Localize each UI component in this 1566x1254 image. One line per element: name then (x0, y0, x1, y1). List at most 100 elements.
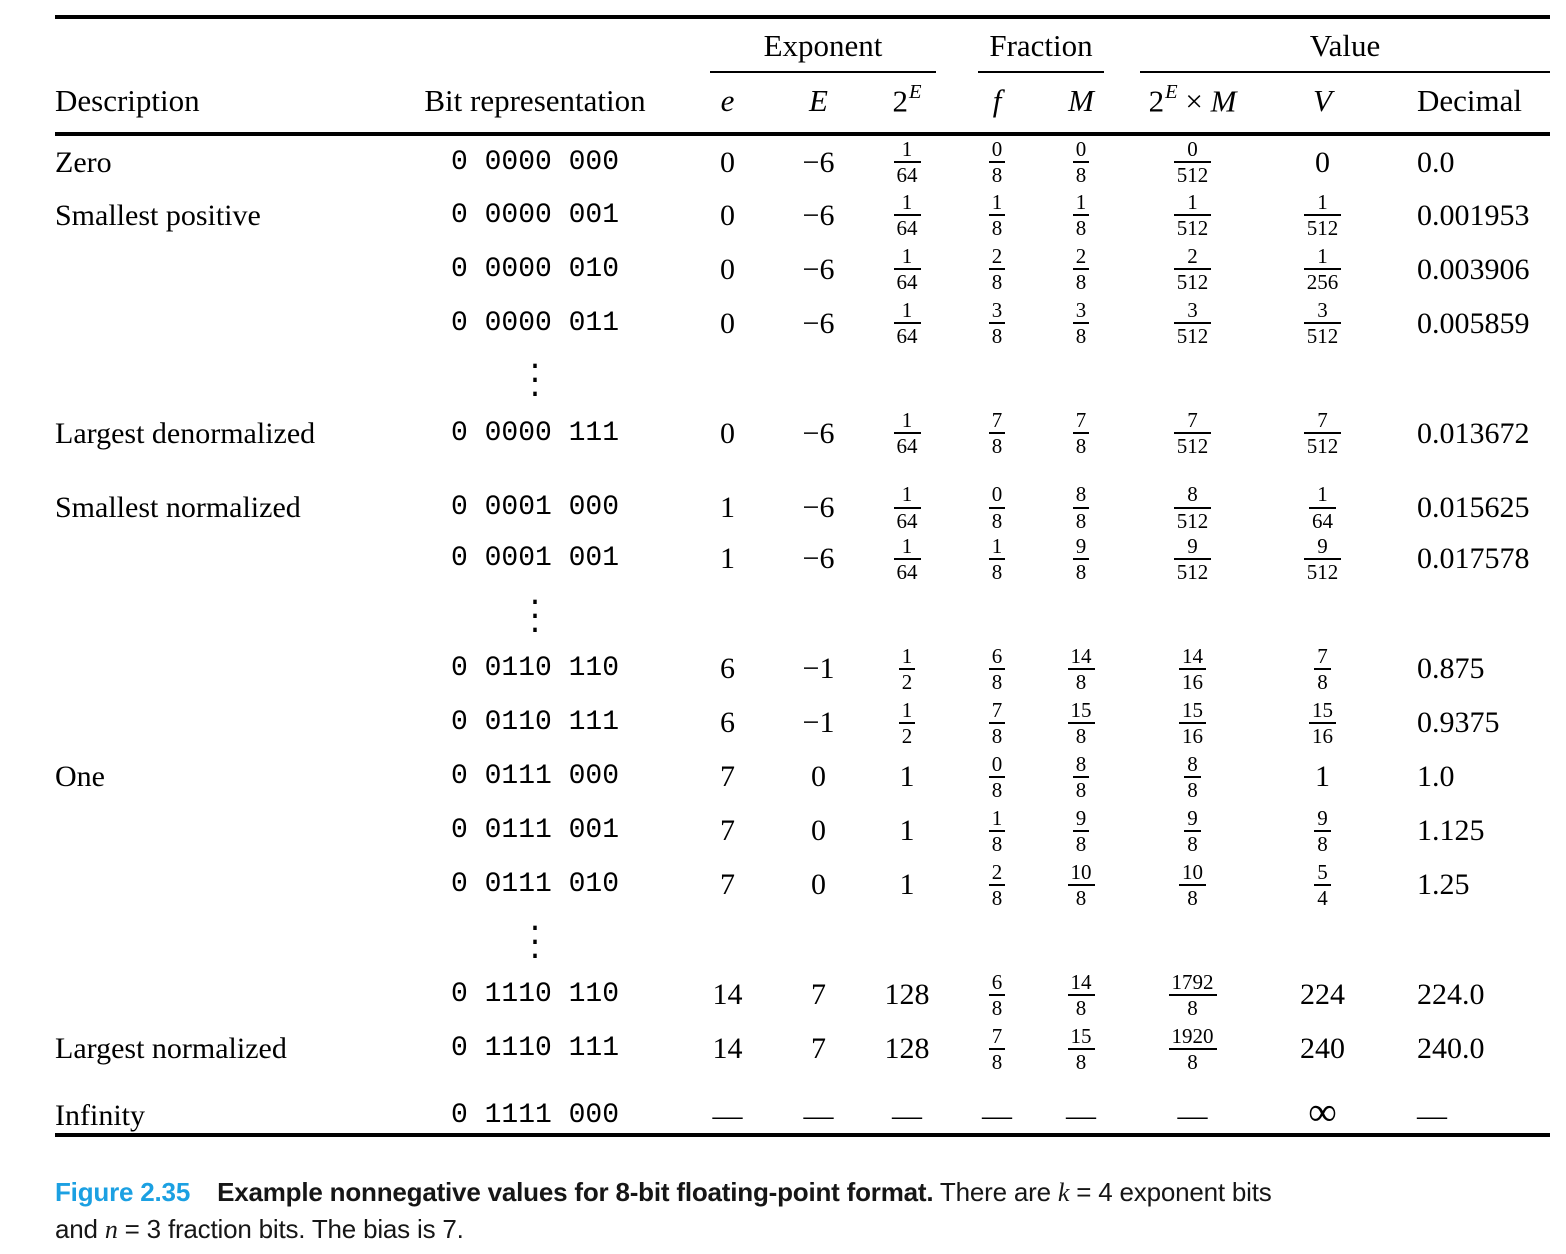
cell-e: 14 (712, 1032, 743, 1066)
table-row-largest-denormalized: Largest denormalized 0 0000 111 0 −6 1 64 7 8 7 8… (55, 406, 1550, 460)
cell-2E-times-M: 1 512 (1120, 188, 1265, 242)
ellipsis-dot: . (525, 593, 544, 628)
cell-2E-times-M: 8 512 (1120, 460, 1265, 532)
fraction-denominator: 4 (1314, 883, 1331, 909)
fraction-numerator: 15 (1070, 697, 1092, 722)
cell-decimal: 1.0 (1417, 760, 1455, 794)
fraction-numerator: 8 (1075, 482, 1087, 507)
math-var-f: f (992, 83, 1002, 119)
cell-e: 7 (720, 868, 735, 902)
fraction-numerator: 1 (901, 533, 913, 558)
caption-segment-normal: There are (933, 1177, 1058, 1207)
fraction-numerator: 0 (991, 482, 1003, 507)
fraction-denominator: 8 (1314, 667, 1331, 693)
fraction: 15 8 (1067, 697, 1095, 748)
fraction-denominator: 8 (1072, 214, 1090, 240)
caption-segment-mathvar: n (104, 1215, 118, 1244)
fraction-denominator: 8 (988, 775, 1006, 801)
cell-M: 10 8 (1042, 858, 1120, 912)
cell-E: −6 (802, 198, 835, 232)
fraction-numerator: 7 (1317, 408, 1328, 433)
fraction-denominator: 8 (1072, 161, 1090, 187)
fraction-denominator: 512 (1173, 506, 1212, 532)
fraction-numerator: 15 (1312, 697, 1333, 722)
fraction-numerator: 0 (1075, 137, 1087, 162)
fraction-denominator: 8 (1168, 993, 1217, 1019)
fraction-numerator: 1 (901, 244, 913, 269)
fraction-numerator: 2 (1187, 244, 1198, 269)
fraction-denominator: 8 (1072, 557, 1090, 583)
fraction: 8 512 (1173, 483, 1212, 532)
cell-description (55, 912, 390, 968)
column-header-description: Description (55, 73, 390, 137)
fraction-denominator: 8 (1067, 667, 1095, 693)
cell-ellipsis: ... (390, 346, 680, 406)
cell-decimal: 0.005859 (1417, 306, 1530, 340)
caption-segment-bold: Example nonnegative values for 8-bit flo… (217, 1177, 934, 1207)
fraction: 2 512 (1173, 244, 1212, 294)
cell-e: 1 (720, 542, 735, 576)
fraction-numerator: 6 (991, 969, 1003, 994)
fraction-denominator: 256 (1303, 268, 1342, 294)
cell-decimal: 0.013672 (1417, 416, 1530, 450)
cell-2E-times-M: 1792 8 (1120, 968, 1265, 1022)
cell-e: 7 (720, 814, 735, 848)
cell-decimal: 240.0 (1417, 1032, 1485, 1066)
column-header-m: M (1042, 73, 1120, 137)
cell-bit-representation: 0 0000 001 (450, 199, 620, 231)
caption-segment-normal: and (55, 1214, 105, 1244)
fraction-numerator: 2 (991, 859, 1003, 884)
fraction-denominator: 8 (1184, 829, 1201, 855)
group-header-exponent: Exponent (680, 17, 952, 73)
cell-f-dash: — (982, 1099, 1012, 1133)
fraction-numerator: 7 (1317, 643, 1328, 668)
fraction: 1920 8 (1168, 1024, 1217, 1074)
cell-e: 0 (720, 306, 735, 340)
column-header-e: e (680, 73, 775, 137)
fraction-numerator: 3 (1317, 298, 1328, 323)
fraction-denominator: 64 (893, 161, 921, 187)
column-header-row: Description Bit representation e E 2E f M 2E × … (55, 73, 1551, 137)
cell-V: 15 16 (1265, 696, 1380, 750)
fraction: 14 8 (1067, 970, 1095, 1020)
cell-2-to-E: 1 (899, 760, 915, 794)
table-row-smallest-normalized: Smallest normalized 0 0001 000 1 −6 1 64 0 8 8 8 8… (55, 460, 1550, 532)
fraction-denominator: 8 (988, 1047, 1006, 1073)
cell-description: One (55, 760, 105, 794)
cell-e: 6 (720, 652, 735, 686)
fraction-numerator: 10 (1182, 859, 1203, 884)
fraction: 1 256 (1303, 245, 1342, 294)
cell-decimal: 0.003906 (1417, 252, 1530, 286)
fraction-numerator: 10 (1070, 859, 1092, 884)
cell-description (55, 586, 390, 642)
caption-text: Example nonnegative values for 8-bit flo… (55, 1177, 1272, 1244)
cell-E: 0 (811, 814, 826, 848)
fraction-numerator: 7 (991, 408, 1003, 433)
cell-description: Smallest positive (55, 198, 261, 232)
fraction-denominator: 8 (988, 557, 1006, 583)
cell-bit-representation: 0 0000 111 (450, 417, 620, 449)
fraction: 1 512 (1173, 191, 1212, 240)
fraction-numerator: 1 (901, 408, 913, 433)
cell-2E-times-M: 7 512 (1120, 406, 1265, 460)
